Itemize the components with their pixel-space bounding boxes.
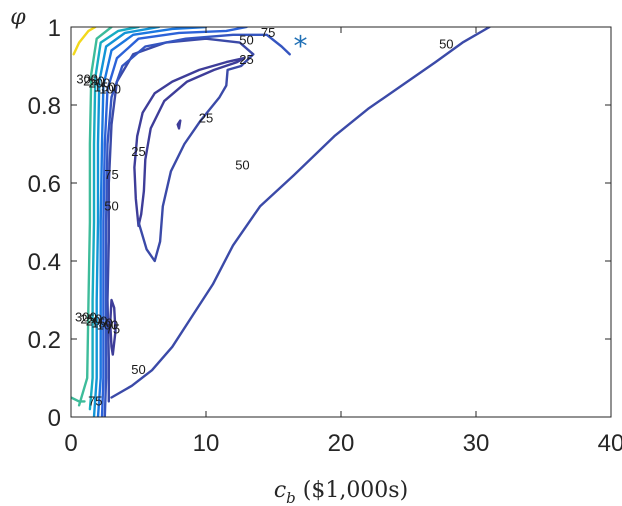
contour-line-25-0: [133, 57, 245, 228]
contour-line-200-6: [92, 27, 160, 417]
y-tick-label-0: 0: [48, 405, 61, 432]
contour-label-18: 200: [86, 313, 108, 328]
contour-label-5: 25: [131, 144, 145, 159]
contour-label-16: 300: [75, 310, 97, 325]
contour-label-13: 200: [88, 76, 110, 91]
contour-line-25-12: [109, 298, 117, 356]
y-axis-label: φ: [10, 5, 26, 30]
y-tick-label-4: 0.8: [28, 93, 61, 120]
contour-label-15: 100: [99, 81, 121, 96]
contour-line-100-4: [100, 27, 248, 417]
x-tick-label-1: 10: [193, 430, 220, 457]
x-tick-label-2: 20: [328, 430, 355, 457]
contour-line-25-11: [176, 119, 182, 130]
x-tick-label-0: 0: [64, 430, 77, 457]
contour-line-50-2: [106, 37, 255, 403]
optimum-star-marker: *: [294, 30, 308, 63]
contour-label-3: 25: [239, 52, 253, 67]
contour-label-21: 75: [106, 321, 120, 336]
y-tick-label-2: 0.4: [28, 249, 61, 276]
optimum-marker: *: [294, 30, 308, 63]
contour-label-14: 150: [94, 79, 116, 94]
contour-label-7: 75: [104, 167, 118, 182]
contour-label-12: 250: [83, 74, 105, 89]
x-tick-label-4: 40: [598, 430, 622, 457]
contour-label-19: 150: [91, 315, 113, 330]
contour-label-0: 75: [261, 25, 275, 40]
contour-label-11: 300: [76, 72, 98, 87]
y-tick-label-1: 0.2: [28, 327, 61, 354]
contour-label-20: 100: [97, 317, 119, 332]
contour-label-8: 50: [104, 198, 118, 213]
contour-label-6: 50: [235, 157, 249, 172]
contour-line-150-5: [96, 27, 208, 417]
y-tick-label-3: 0.6: [28, 171, 61, 198]
axis-tick-labels: 0 10 20 30 40 0 0.2 0.4 0.6 0.8 1: [28, 15, 622, 457]
plot-frame: [70, 26, 612, 418]
x-tick-label-3: 30: [463, 430, 490, 457]
contour-line-400-10: [72, 27, 97, 56]
contour-line-50-1: [110, 27, 491, 399]
contour-label-2: 50: [439, 37, 453, 52]
y-tick-label-5: 1: [48, 15, 61, 42]
contour-label-1: 50: [239, 33, 253, 48]
contour-line-300-9: [71, 396, 86, 403]
x-axis-label: cb ($1,000s): [274, 478, 408, 506]
contour-label-17: 250: [80, 312, 102, 327]
contour-label-10: 75: [88, 393, 102, 408]
contour-line-75-3: [103, 33, 291, 417]
contour-lines: [71, 27, 491, 417]
axis-ticks: [70, 26, 612, 418]
contour-line-250-7: [88, 27, 140, 411]
contour-label-9: 50: [131, 362, 145, 377]
contour-line-300-8: [77, 27, 113, 407]
contour-label-4: 25: [199, 111, 213, 126]
